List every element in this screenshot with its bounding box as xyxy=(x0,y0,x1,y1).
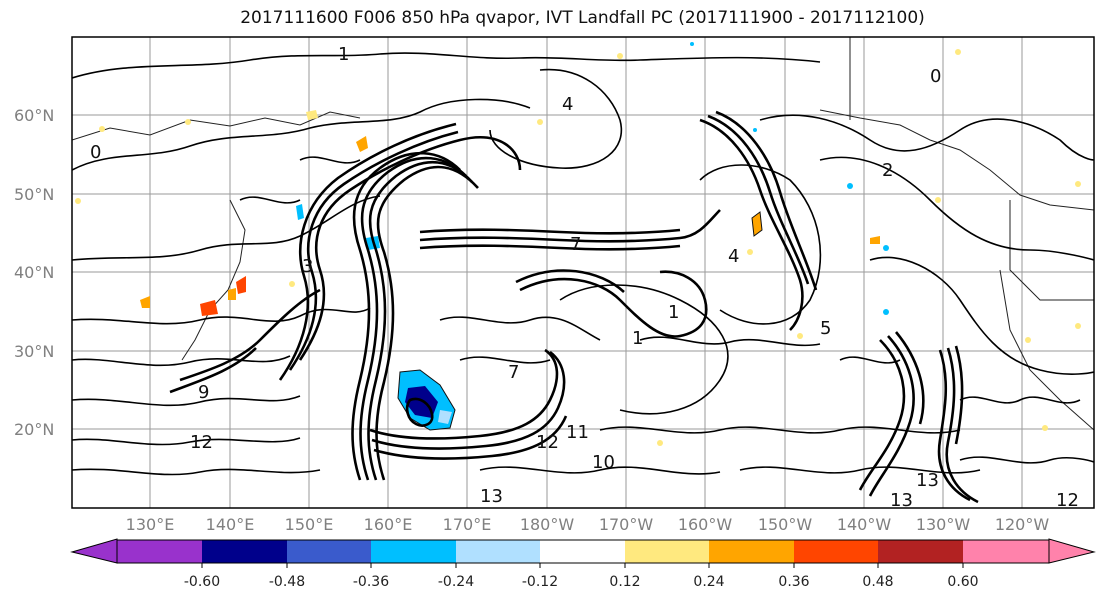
colorbar-segment xyxy=(287,540,371,563)
contour-label: 9 xyxy=(198,382,209,403)
colorbar-tick-label: -0.36 xyxy=(353,574,389,590)
contour-label: 13 xyxy=(480,486,503,507)
contour-label: 12 xyxy=(190,432,213,453)
colorbar-tick-label: -0.48 xyxy=(269,574,305,590)
contour-label: 1 xyxy=(668,302,679,323)
contour-label: 4 xyxy=(562,94,573,115)
lat-label-40n: 40°N xyxy=(14,263,54,282)
lon-label-160e: 160°E xyxy=(364,515,413,534)
qvapor-contours xyxy=(72,52,1094,476)
contour-label: 3 xyxy=(302,256,313,277)
colorbar-tick-label: 0.60 xyxy=(947,574,978,590)
colorbar-tick-label: -0.12 xyxy=(522,574,558,590)
colorbar-tick-label: 0.12 xyxy=(609,574,640,590)
lat-label-20n: 20°N xyxy=(14,420,54,439)
ivt-pc-contours xyxy=(169,110,979,504)
colorbar-tick-label: -0.24 xyxy=(438,574,474,590)
colorbar-segment xyxy=(878,540,963,563)
colorbar-max-arrow xyxy=(1048,538,1096,564)
lon-label-180w: 180°W xyxy=(520,515,575,534)
lat-label-60n: 60°N xyxy=(14,106,54,125)
colorbar-tick-marks xyxy=(201,563,964,568)
colorbar-tick-label: -0.60 xyxy=(184,574,220,590)
colorbar-segment xyxy=(709,540,794,563)
contour-label: 13 xyxy=(916,470,939,491)
lon-label-140e: 140°E xyxy=(206,515,255,534)
colorbar-segments xyxy=(116,539,1050,564)
map-border xyxy=(71,36,1095,509)
lon-label-130e: 130°E xyxy=(126,515,175,534)
contour-label: 1 xyxy=(338,44,349,65)
map-title: 2017111600 F006 850 hPa qvapor, IVT Land… xyxy=(240,8,925,28)
lon-label-160w: 160°W xyxy=(678,515,733,534)
lon-label-120w: 120°W xyxy=(995,515,1050,534)
anomaly-fills xyxy=(75,42,1081,446)
colorbar-tick-label: 0.48 xyxy=(862,574,893,590)
lon-label-130w: 130°W xyxy=(916,515,971,534)
lat-label-30n: 30°N xyxy=(14,342,54,361)
contour-label: 10 xyxy=(592,452,615,473)
colorbar-tick-label: 0.24 xyxy=(693,574,724,590)
lon-label-170w: 170°W xyxy=(599,515,654,534)
contour-labels: 1 4 0 2 1 7 4 3 1 0 5 9 12 10 11 13 13 1… xyxy=(90,44,1079,511)
colorbar-ticks: -0.60 -0.48 -0.36 -0.24 -0.12 0.12 0.24 … xyxy=(184,574,979,590)
colorbar-segment xyxy=(540,540,625,563)
lat-label-50n: 50°N xyxy=(14,185,54,204)
contour-label: 13 xyxy=(890,490,913,511)
contour-label: 11 xyxy=(566,422,589,443)
colorbar-segment xyxy=(456,540,540,563)
lon-labels: 130°E 140°E 150°E 160°E 170°E 180°W 170°… xyxy=(126,515,1050,534)
contour-label: 4 xyxy=(728,246,739,267)
lat-labels: 60°N 50°N 40°N 30°N 20°N xyxy=(14,106,54,439)
colorbar-segment xyxy=(625,540,709,563)
contour-label: 0 xyxy=(930,66,941,87)
colorbar-segment xyxy=(371,540,456,563)
lon-label-150e: 150°E xyxy=(285,515,334,534)
contour-label: 0 xyxy=(90,142,101,163)
lon-label-140w: 140°W xyxy=(837,515,892,534)
colorbar-min-arrow xyxy=(70,538,118,564)
contour-label: 12 xyxy=(536,432,559,453)
colorbar-segment xyxy=(202,540,287,563)
lon-label-170e: 170°E xyxy=(443,515,492,534)
lon-label-150w: 150°W xyxy=(758,515,813,534)
contour-label: 12 xyxy=(1056,490,1079,511)
contour-label: 2 xyxy=(882,160,893,181)
colorbar-segment xyxy=(963,540,1049,563)
colorbar-tick-label: 0.36 xyxy=(778,574,809,590)
contour-label: 7 xyxy=(508,362,519,383)
colorbar: -0.60 -0.48 -0.36 -0.24 -0.12 0.12 0.24 … xyxy=(70,538,1096,590)
contour-label: 7 xyxy=(570,234,581,255)
gridlines xyxy=(72,37,1094,508)
colorbar-segment xyxy=(117,540,202,563)
contour-label: 5 xyxy=(820,318,831,339)
contour-label: 1 xyxy=(632,328,643,349)
colorbar-segment xyxy=(794,540,878,563)
